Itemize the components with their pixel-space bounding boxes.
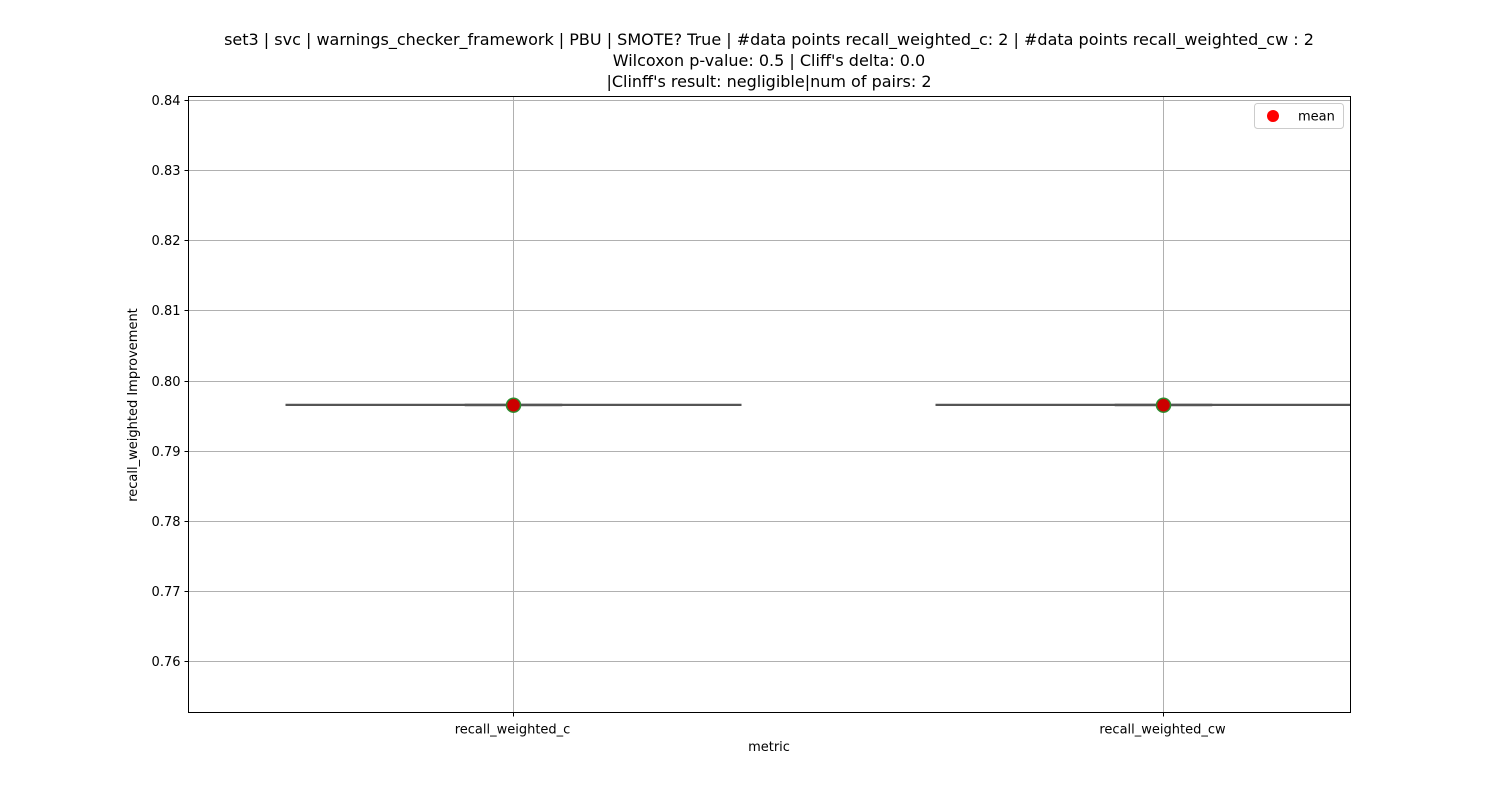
y-tick-label: 0.84 — [152, 94, 181, 109]
y-tick-label: 0.79 — [152, 445, 181, 460]
y-tick-label: 0.83 — [152, 164, 181, 179]
chart-title-line-1: set3 | svc | warnings_checker_framework … — [224, 30, 1314, 49]
y-tick-label: 0.77 — [152, 585, 181, 600]
mean-marker — [505, 397, 522, 413]
mean-marker — [1155, 397, 1172, 413]
x-axis-label: metric — [748, 740, 790, 755]
x-tick-label: recall_weighted_c — [455, 723, 571, 738]
chart-title-line-2: Wilcoxon p-value: 0.5 | Cliff's delta: 0… — [612, 51, 926, 70]
x-tick-label: recall_weighted_cw — [1099, 723, 1226, 738]
box-layer — [285, 403, 1351, 407]
plot-frame — [188, 96, 1351, 713]
y-tick-label: 0.80 — [152, 375, 181, 390]
y-tick-label: 0.81 — [152, 304, 181, 319]
y-axis-label: recall_weighted Improvement — [126, 308, 141, 502]
grid-layer — [188, 96, 1351, 713]
y-tick-label: 0.76 — [152, 655, 181, 670]
legend-mean-marker — [1267, 110, 1279, 122]
chart-title-line-3: |Clinff's result: negligible|num of pair… — [606, 72, 932, 91]
y-tick-label: 0.82 — [152, 234, 181, 249]
mean-layer — [505, 397, 1172, 413]
x-tick-layer: recall_weighted_c recall_weighted_cw — [455, 712, 1226, 738]
legend-box — [1254, 103, 1344, 129]
legend-mean-label: mean — [1298, 110, 1335, 125]
y-tick-label: 0.78 — [152, 515, 181, 530]
y-tick-layer: 0.76 0.77 0.78 0.79 0.80 0.81 0.82 0.83 0.84 — [152, 94, 189, 670]
legend: mean — [1254, 103, 1344, 129]
